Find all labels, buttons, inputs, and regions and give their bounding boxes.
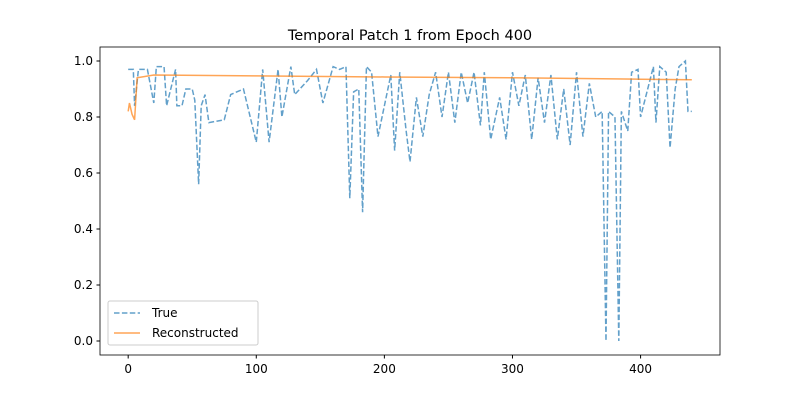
y-tick-label: 0.2 xyxy=(74,278,93,292)
data-line xyxy=(128,59,692,342)
y-tick-label: 0.0 xyxy=(74,334,93,348)
legend-label: Reconstructed xyxy=(152,326,239,340)
y-tick-label: 0.6 xyxy=(74,166,93,180)
x-tick-label: 0 xyxy=(124,362,132,376)
chart-title: Temporal Patch 1 from Epoch 400 xyxy=(287,28,532,44)
x-tick-label: 300 xyxy=(501,362,524,376)
legend-box xyxy=(107,300,259,346)
x-tick-label: 400 xyxy=(629,362,652,376)
data-line xyxy=(127,74,692,121)
y-tick-label: 0.8 xyxy=(74,110,93,124)
x-tick-label: 100 xyxy=(245,362,268,376)
plot-frame xyxy=(99,46,721,356)
legend-label: True xyxy=(151,306,178,320)
x-tick-label: 200 xyxy=(373,362,396,376)
y-tick-label: 1.0 xyxy=(74,54,93,68)
y-tick-label: 0.4 xyxy=(74,222,93,236)
